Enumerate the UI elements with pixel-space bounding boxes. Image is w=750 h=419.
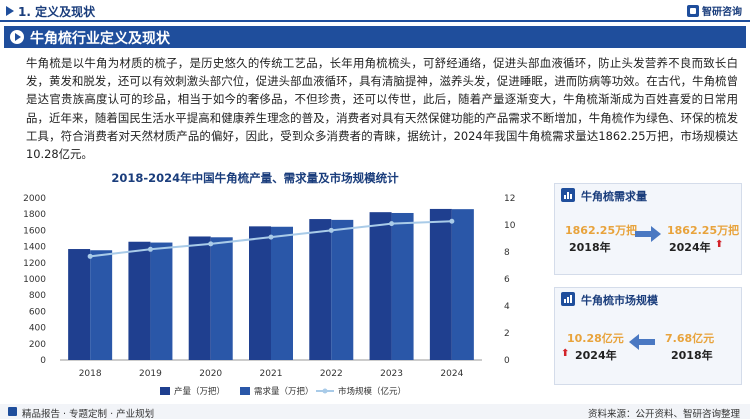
- market-size-point: [87, 253, 93, 259]
- market-size-point: [389, 221, 395, 227]
- y-right-tick-label: 10: [504, 221, 516, 231]
- demand-up-arrow-icon: ⬆: [715, 239, 724, 250]
- demand-card-title: 牛角梳需求量: [581, 190, 647, 203]
- title-banner: 牛角梳行业定义及现状: [4, 26, 746, 48]
- bar-demand: [90, 250, 113, 360]
- legend-swatch: [160, 387, 170, 395]
- y-right-tick-label: 0: [504, 356, 510, 366]
- bar-production: [128, 241, 151, 360]
- page-title: 牛角梳行业定义及现状: [30, 31, 170, 47]
- section-triangle-icon: [6, 6, 14, 16]
- bar-production: [188, 236, 211, 360]
- bar-production: [429, 208, 452, 360]
- legend-marker: [322, 388, 328, 394]
- market-base-value: 7.68亿元: [665, 332, 715, 345]
- y-left-tick-label: 1000: [23, 275, 46, 285]
- market-size-point: [208, 241, 214, 247]
- x-tick-label: 2022: [320, 369, 343, 379]
- market-up-arrow-icon: ⬆: [561, 348, 570, 359]
- x-tick-label: 2019: [139, 369, 162, 379]
- legend-label: 市场规模（亿元）: [338, 386, 406, 397]
- market-current-year: 2024年: [575, 349, 617, 362]
- section-title: 1. 定义及现状: [18, 5, 96, 19]
- play-circle-icon: [10, 30, 24, 44]
- y-left-tick-label: 0: [40, 356, 46, 366]
- chart-title: 2018-2024年中国牛角梳产量、需求量及市场规模统计: [111, 171, 399, 185]
- y-left-tick-label: 800: [29, 291, 46, 301]
- bar-demand: [210, 237, 233, 360]
- section-header: 1. 定义及现状 智研咨询: [0, 0, 750, 22]
- market-current-value: 10.28亿元: [567, 332, 624, 345]
- demand-end-year: 2024年: [669, 241, 711, 254]
- y-right-tick-label: 6: [504, 275, 510, 285]
- y-left-tick-label: 200: [29, 340, 46, 350]
- y-left-tick-label: 1800: [23, 210, 46, 220]
- header-divider: [0, 20, 750, 22]
- combo-chart: 0 200 400 600 800 1000 1200 1400 1600 1800 2000 0 2 4…: [23, 194, 516, 397]
- demand-start-value: 1862.25万把: [565, 224, 638, 237]
- bar-demand: [391, 212, 414, 360]
- market-card-header: 牛角梳市场规模: [555, 288, 741, 310]
- footer-tagline: 精品报告 · 专题定制 · 产业规划: [22, 409, 155, 419]
- legend-swatch: [240, 387, 250, 395]
- market-base-year: 2018年: [671, 349, 713, 362]
- market-size-point: [449, 218, 455, 224]
- x-tick-label: 2018: [79, 369, 102, 379]
- bar-demand: [331, 219, 354, 360]
- arrow-right-icon: [635, 226, 661, 242]
- footer-source: 资料来源：公开资料、智研咨询整理: [587, 409, 740, 419]
- bar-demand: [150, 242, 173, 360]
- bar-production: [249, 226, 271, 360]
- footer-logo-icon: [8, 407, 17, 416]
- demand-end-value: 1862.25万把: [667, 224, 740, 237]
- y-left-tick-label: 1600: [23, 226, 46, 236]
- market-size-point: [268, 234, 274, 240]
- bar-demand: [271, 226, 293, 360]
- y-right-tick-label: 2: [504, 329, 510, 339]
- market-size-point: [328, 227, 334, 233]
- footer: 精品报告 · 专题定制 · 产业规划 资料来源：公开资料、智研咨询整理: [0, 404, 750, 419]
- brand: 智研咨询: [687, 3, 742, 18]
- bar-chart-icon: [561, 188, 575, 202]
- demand-card-header: 牛角梳需求量: [555, 184, 741, 206]
- market-size-card: 牛角梳市场规模 10.28亿元 ⬆ 2024年 7.68亿元 2018年: [554, 287, 742, 385]
- legend-label: 产量（万把）: [174, 386, 225, 397]
- intro-paragraph: 牛角梳是以牛角为材质的梳子，是历史悠久的传统工艺品，长年用角梳梳头，可舒经通络，…: [26, 56, 738, 162]
- y-left-tick-label: 2000: [23, 194, 46, 204]
- bar-production: [68, 249, 91, 360]
- market-card-title: 牛角梳市场规模: [581, 294, 658, 307]
- x-tick-label: 2021: [260, 369, 283, 379]
- brand-logo-icon: [687, 4, 699, 17]
- x-tick-label: 2023: [380, 369, 403, 379]
- bar-demand: [451, 209, 474, 360]
- y-left-tick-label: 400: [29, 324, 46, 334]
- bar-production: [369, 212, 392, 360]
- legend-label: 需求量（万把）: [254, 386, 314, 397]
- demand-card: 牛角梳需求量 1862.25万把 2018年 1862.25万把 2024年 ⬆: [554, 183, 742, 275]
- y-right-tick-label: 8: [504, 248, 510, 258]
- y-left-tick-label: 1400: [23, 243, 46, 253]
- x-tick-label: 2020: [199, 369, 222, 379]
- arrow-left-icon: [629, 334, 655, 350]
- y-left-tick-label: 600: [29, 307, 46, 317]
- y-right-tick-label: 4: [504, 302, 510, 312]
- brand-name: 智研咨询: [702, 7, 742, 18]
- bar-production: [309, 219, 332, 360]
- market-size-point: [147, 246, 153, 252]
- growth-chart-icon: [561, 292, 575, 306]
- y-left-tick-label: 1200: [23, 259, 46, 269]
- y-right-tick-label: 12: [504, 194, 515, 204]
- demand-start-year: 2018年: [569, 241, 611, 254]
- x-tick-label: 2024: [440, 369, 463, 379]
